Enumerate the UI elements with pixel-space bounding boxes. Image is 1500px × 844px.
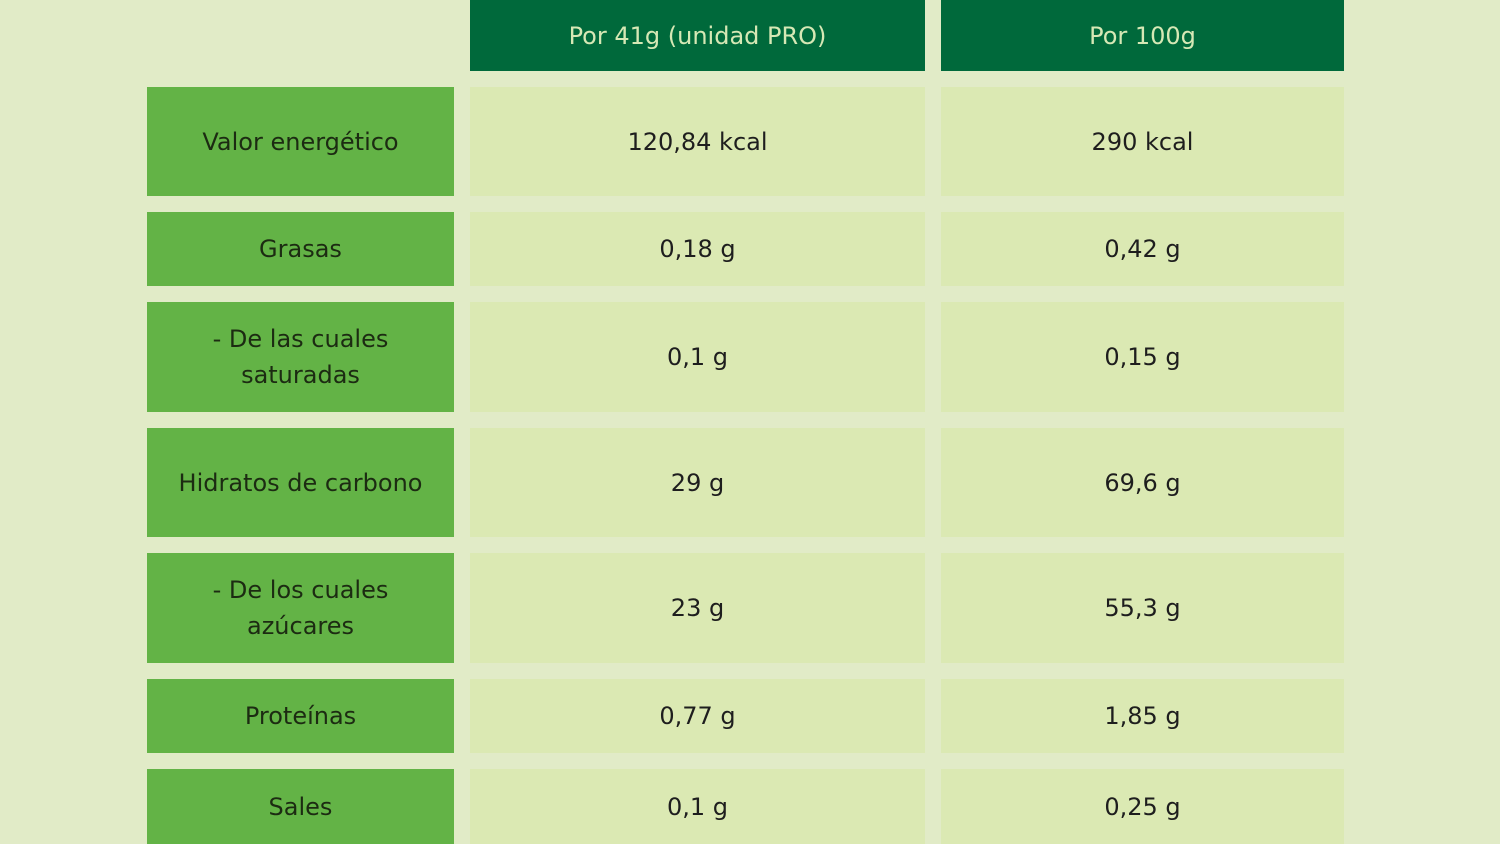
row-value-sugars-per-100g: 55,3 g — [941, 553, 1344, 663]
header-per-unit: Por 41g (unidad PRO) — [470, 0, 925, 71]
row-value-energy-per-unit: 120,84 kcal — [470, 87, 925, 196]
row-value-fat-per-100g: 0,42 g — [941, 212, 1344, 286]
row-label-fat: Grasas — [147, 212, 454, 286]
row-value-protein-per-100g: 1,85 g — [941, 679, 1344, 753]
row-value-saturated-fat-per-unit: 0,1 g — [470, 302, 925, 412]
row-label-protein: Proteínas — [147, 679, 454, 753]
row-label-carbohydrates: Hidratos de carbono — [147, 428, 454, 537]
row-label-salt: Sales — [147, 769, 454, 844]
row-value-carbohydrates-per-unit: 29 g — [470, 428, 925, 537]
row-label-energy: Valor energético — [147, 87, 454, 196]
row-value-sugars-per-unit: 23 g — [470, 553, 925, 663]
row-value-protein-per-unit: 0,77 g — [470, 679, 925, 753]
row-value-salt-per-100g: 0,25 g — [941, 769, 1344, 844]
row-label-saturated-fat: - De las cuales saturadas — [147, 302, 454, 412]
header-per-100g: Por 100g — [941, 0, 1344, 71]
row-value-fat-per-unit: 0,18 g — [470, 212, 925, 286]
row-value-saturated-fat-per-100g: 0,15 g — [941, 302, 1344, 412]
row-value-carbohydrates-per-100g: 69,6 g — [941, 428, 1344, 537]
row-value-energy-per-100g: 290 kcal — [941, 87, 1344, 196]
row-label-sugars: - De los cuales azúcares — [147, 553, 454, 663]
row-value-salt-per-unit: 0,1 g — [470, 769, 925, 844]
